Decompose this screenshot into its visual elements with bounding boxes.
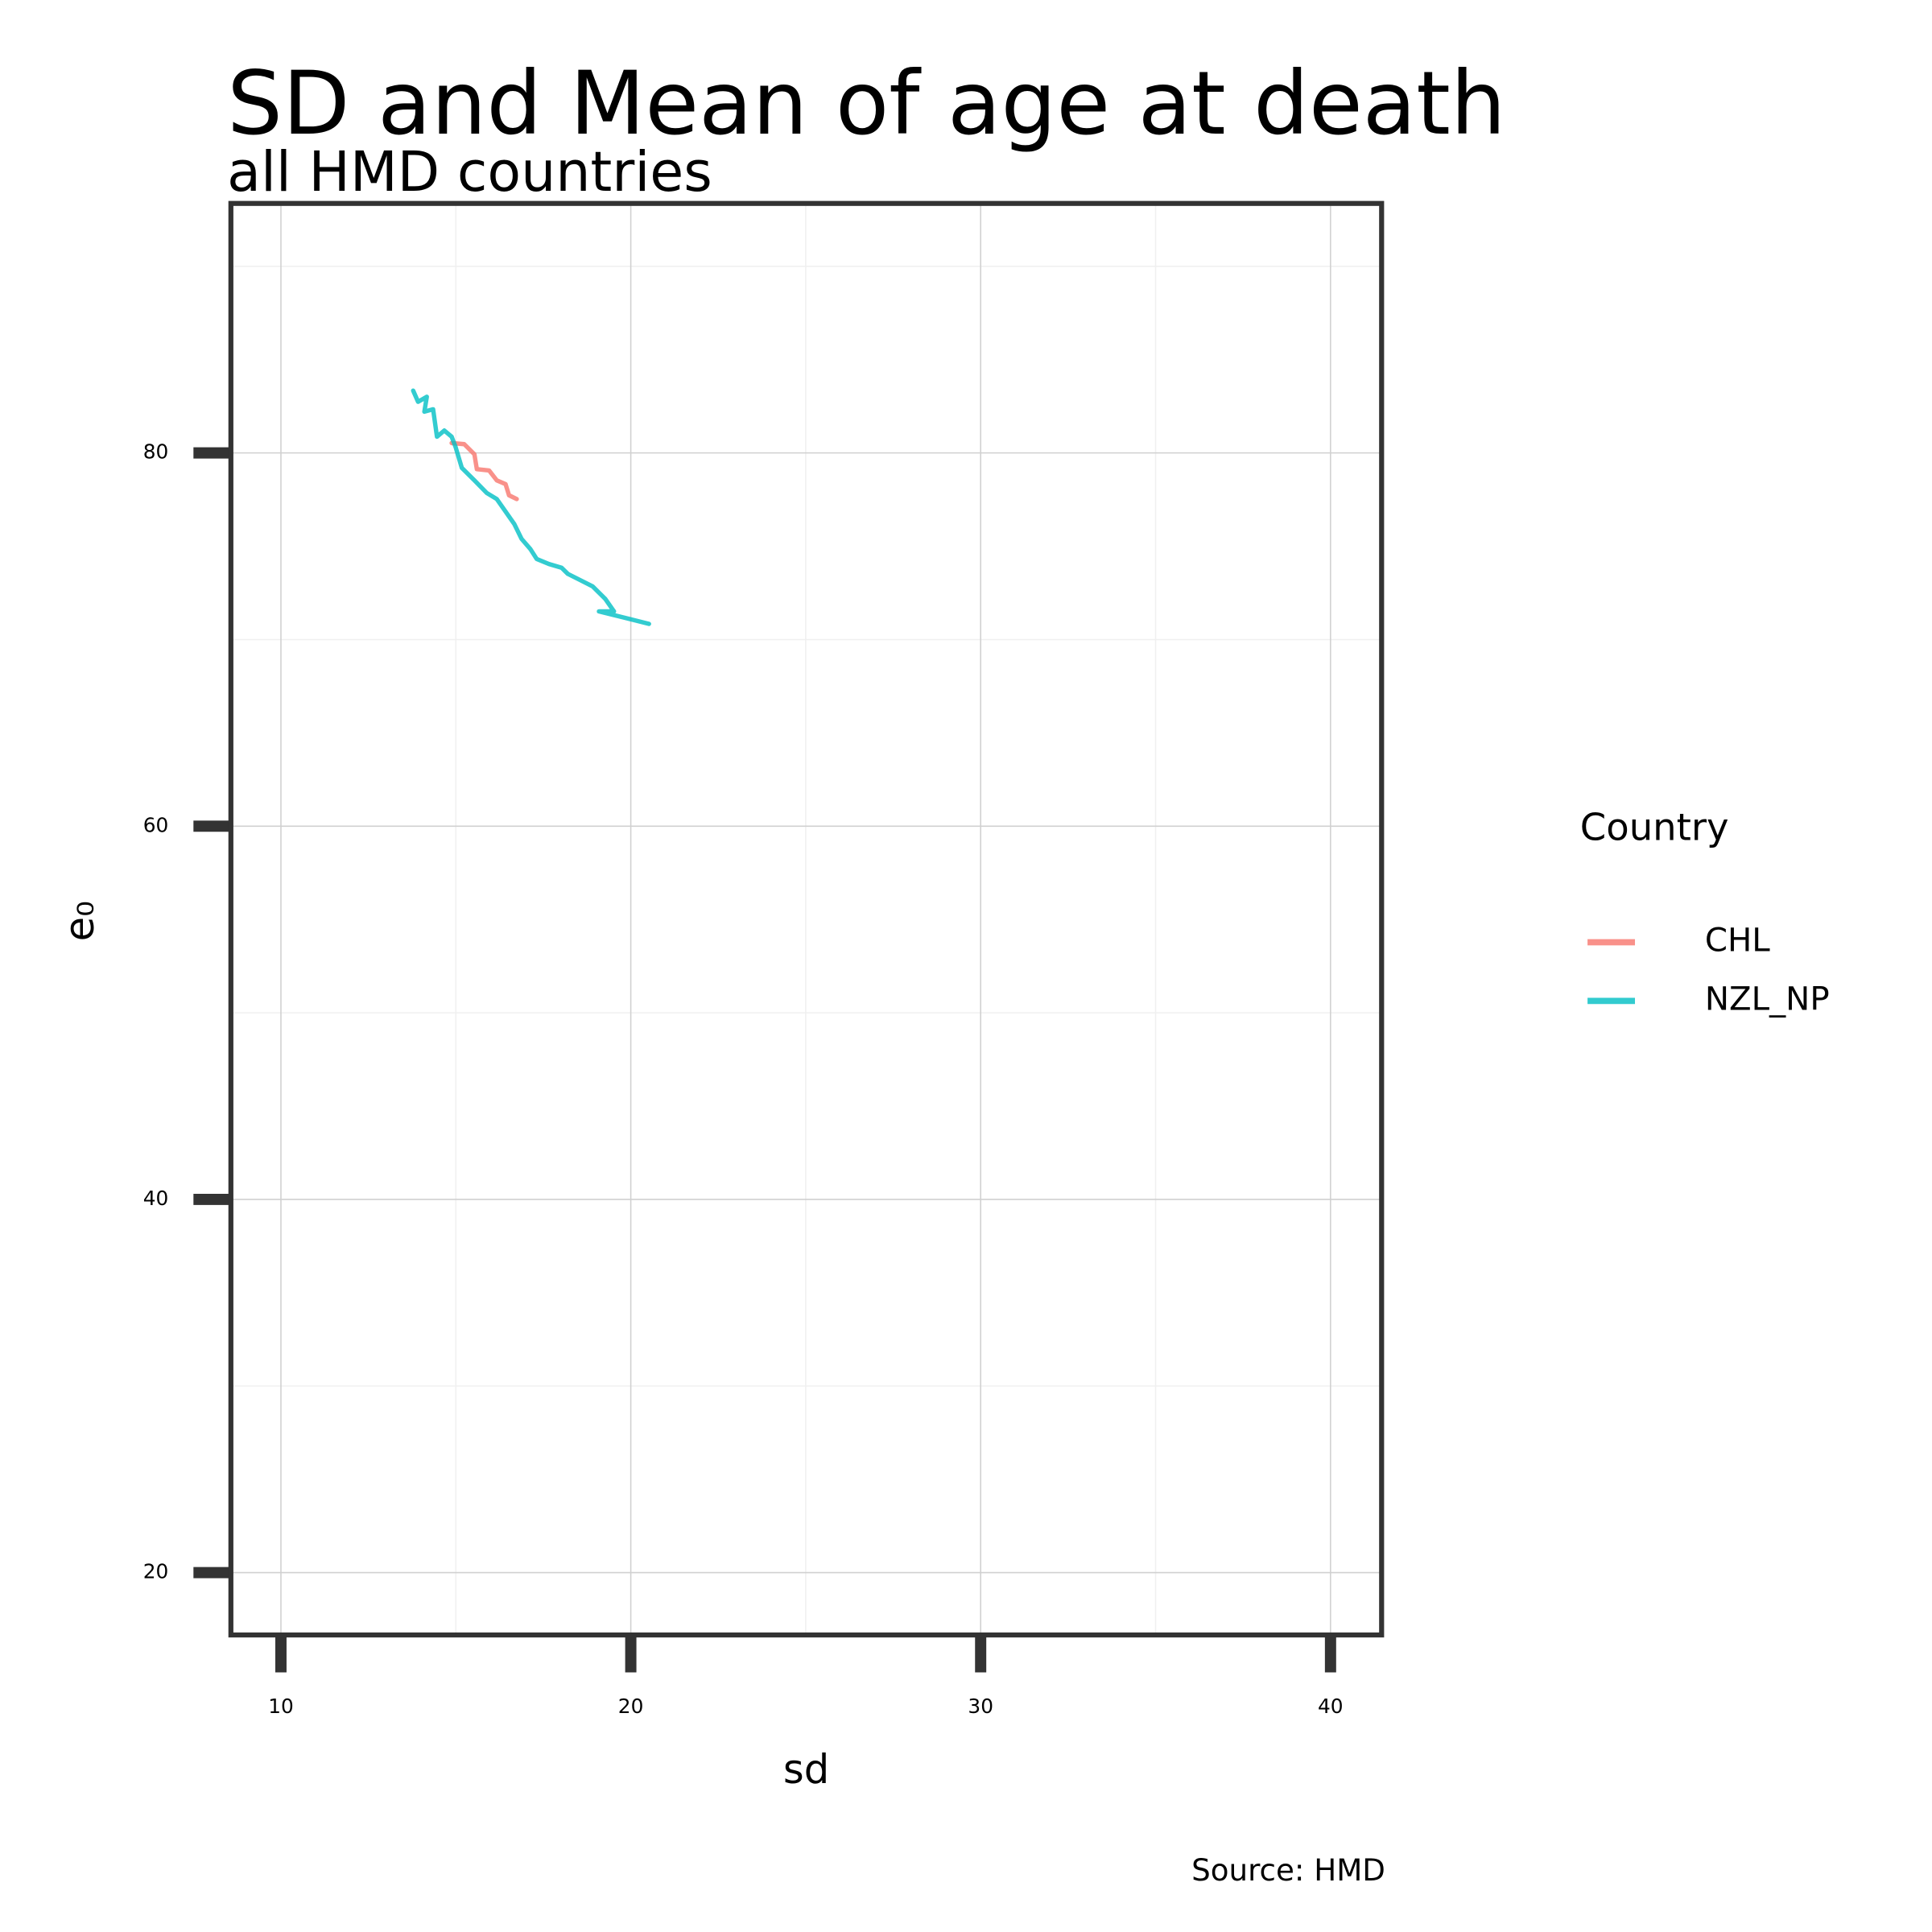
series-line <box>411 388 651 626</box>
x-axis-title: sd <box>783 1746 829 1793</box>
x-tick-label: 40 <box>1318 1695 1344 1718</box>
x-tick-label: 20 <box>618 1695 644 1718</box>
chart-subtitle: all HMD countries <box>227 141 712 204</box>
legend-label: CHL <box>1705 922 1770 960</box>
y-axis-title: e₀ <box>56 901 103 941</box>
chart-title: SD and Mean of age at death <box>227 52 1505 155</box>
legend-title: Country <box>1580 806 1729 849</box>
caption: Source: HMD <box>1191 1852 1385 1888</box>
x-tick-label: 10 <box>268 1695 294 1718</box>
y-tick-label: 20 <box>143 1560 169 1583</box>
x-tick-label: 30 <box>968 1695 993 1718</box>
y-tick-label: 40 <box>143 1187 169 1210</box>
y-tick-label: 60 <box>143 813 169 836</box>
y-tick-label: 80 <box>143 440 169 464</box>
plot-border <box>228 200 1385 1638</box>
legend-label: NZL_NP <box>1705 980 1830 1018</box>
series-line <box>449 440 519 502</box>
